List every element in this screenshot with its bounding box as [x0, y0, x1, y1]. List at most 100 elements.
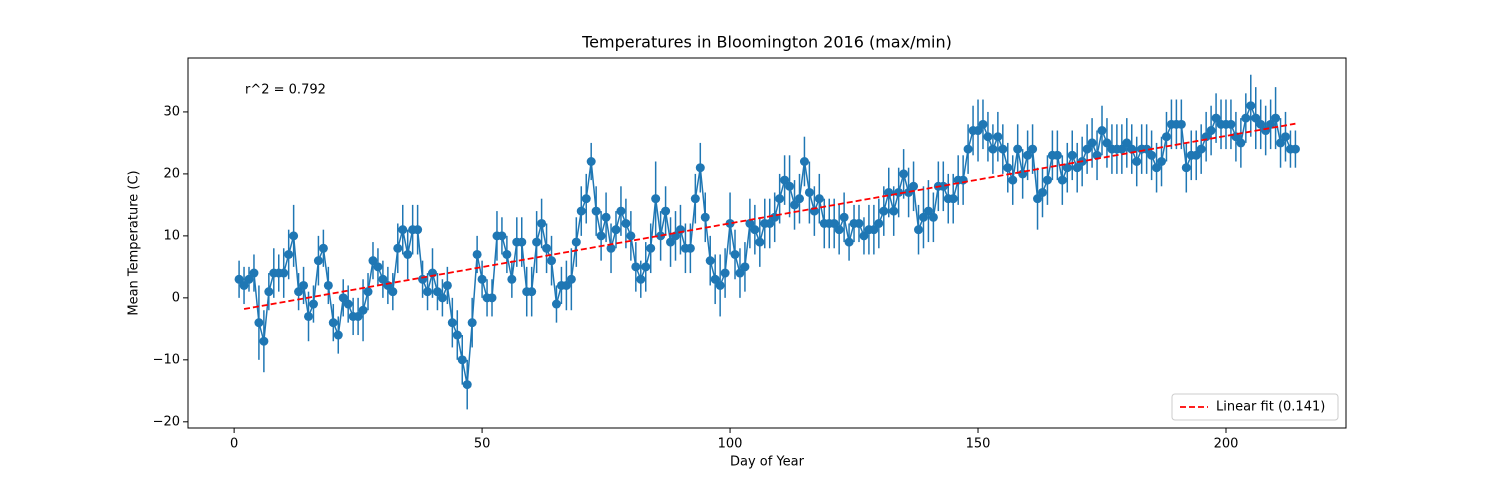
annotation: r^2 = 0.792: [245, 83, 326, 98]
point: [502, 249, 512, 259]
point: [705, 256, 715, 266]
y-tick-label: 20: [163, 166, 180, 181]
point: [621, 218, 631, 228]
point: [963, 144, 973, 154]
y-tick-label: −20: [153, 414, 180, 429]
point: [814, 194, 824, 204]
point: [745, 218, 755, 228]
point: [909, 181, 919, 191]
point: [785, 181, 795, 191]
point: [1062, 163, 1072, 173]
point: [308, 299, 318, 309]
point: [423, 287, 433, 297]
point: [730, 249, 740, 259]
point: [641, 262, 651, 272]
point: [666, 237, 676, 247]
point: [244, 274, 254, 284]
point: [254, 318, 264, 328]
point: [442, 280, 452, 290]
point: [740, 262, 750, 272]
point: [606, 243, 616, 253]
point: [884, 187, 894, 197]
point: [517, 237, 527, 247]
point: [353, 311, 363, 321]
point: [695, 163, 705, 173]
point: [998, 144, 1008, 154]
point: [413, 225, 423, 235]
point: [1122, 138, 1132, 148]
point: [1161, 132, 1171, 142]
point: [616, 206, 626, 216]
point: [328, 318, 338, 328]
point: [869, 225, 879, 235]
x-tick-label: 200: [1214, 437, 1239, 452]
point: [1132, 157, 1142, 167]
point: [586, 157, 596, 167]
point: [581, 194, 591, 204]
point: [1152, 163, 1162, 173]
point: [462, 380, 472, 390]
point: [646, 243, 656, 253]
point: [983, 132, 993, 142]
point: [239, 280, 249, 290]
legend-box: [1171, 393, 1339, 421]
point: [537, 218, 547, 228]
point: [923, 206, 933, 216]
point: [249, 268, 259, 278]
point: [710, 274, 720, 284]
point: [561, 280, 571, 290]
y-tick-label: 30: [163, 104, 180, 119]
point: [859, 231, 869, 241]
point: [1042, 175, 1052, 185]
point: [532, 237, 542, 247]
point: [1067, 150, 1077, 160]
x-tick-label: 50: [474, 437, 491, 452]
point: [1280, 132, 1290, 142]
point: [685, 243, 695, 253]
point: [854, 218, 864, 228]
x-tick-label: 100: [718, 437, 743, 452]
point: [844, 237, 854, 247]
point: [294, 287, 304, 297]
point: [1241, 113, 1251, 123]
point: [527, 287, 537, 297]
point: [1033, 194, 1043, 204]
point: [661, 206, 671, 216]
point: [1251, 113, 1261, 123]
point: [780, 175, 790, 185]
point: [1052, 150, 1062, 160]
point: [839, 212, 849, 222]
point: [1097, 126, 1107, 136]
point: [799, 157, 809, 167]
point: [790, 200, 800, 210]
point: [1147, 150, 1157, 160]
y-tick-label: 0: [172, 290, 180, 305]
point: [1023, 150, 1033, 160]
point: [918, 212, 928, 222]
point: [715, 280, 725, 290]
point: [1087, 138, 1097, 148]
point: [284, 249, 294, 259]
point: [973, 126, 983, 136]
fit-line: [243, 122, 1296, 310]
point: [551, 299, 561, 309]
point: [472, 249, 482, 259]
point: [1226, 119, 1236, 129]
point: [542, 243, 552, 253]
point: [1013, 144, 1023, 154]
point: [576, 206, 586, 216]
point: [874, 218, 884, 228]
point: [1181, 163, 1191, 173]
point: [636, 274, 646, 284]
point: [928, 212, 938, 222]
point: [388, 287, 398, 297]
point: [507, 274, 517, 284]
point: [343, 299, 353, 309]
x-tick-label: 0: [230, 437, 238, 452]
point: [1256, 119, 1266, 129]
point: [299, 280, 309, 290]
point: [725, 218, 735, 228]
point: [1236, 138, 1246, 148]
point: [304, 311, 314, 321]
